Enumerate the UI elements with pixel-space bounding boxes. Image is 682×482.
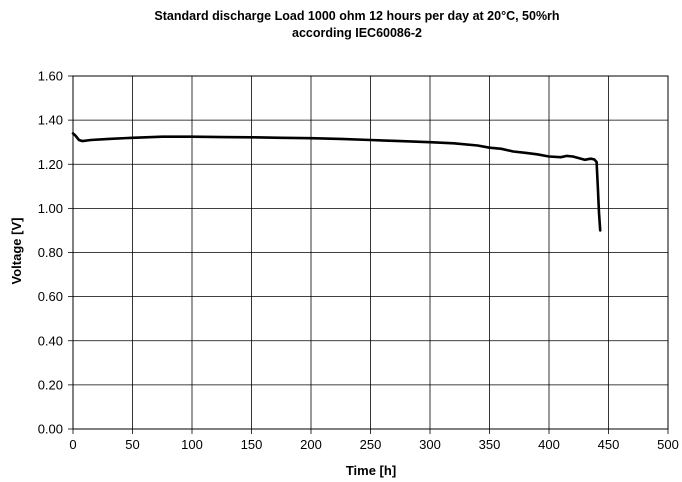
y-tick-label: 1.20 bbox=[38, 157, 63, 172]
y-tick-label: 0.20 bbox=[38, 377, 63, 392]
chart-title-line-1: Standard discharge Load 1000 ohm 12 hour… bbox=[154, 9, 559, 23]
y-tick-label: 1.60 bbox=[38, 69, 63, 84]
chart-title-line-2: according IEC60086-2 bbox=[292, 26, 422, 40]
x-tick-label: 200 bbox=[300, 437, 322, 452]
y-tick-label: 0.40 bbox=[38, 333, 63, 348]
y-tick-label: 0.00 bbox=[38, 422, 63, 437]
x-tick-label: 350 bbox=[479, 437, 501, 452]
y-tick-label: 1.40 bbox=[38, 113, 63, 128]
x-tick-label: 50 bbox=[125, 437, 139, 452]
y-tick-label: 0.80 bbox=[38, 245, 63, 260]
y-axis-label: Voltage [V] bbox=[9, 218, 24, 285]
x-tick-label: 300 bbox=[419, 437, 441, 452]
y-tick-label: 0.60 bbox=[38, 289, 63, 304]
series-layer bbox=[71, 132, 602, 232]
x-tick-label: 150 bbox=[241, 437, 263, 452]
x-axis-label: Time [h] bbox=[346, 463, 396, 478]
grid-lines bbox=[72, 75, 669, 430]
x-tick-label: 0 bbox=[69, 437, 76, 452]
x-axis-ticks: 0 50 100 150 200 250 300 350 400 450 500 bbox=[69, 429, 679, 452]
y-axis-ticks: 0.00 0.20 0.40 0.60 0.80 1.00 1.20 1.40 1.60 bbox=[38, 69, 73, 437]
y-tick-label: 1.00 bbox=[38, 201, 63, 216]
x-tick-label: 400 bbox=[538, 437, 560, 452]
x-tick-label: 500 bbox=[657, 437, 679, 452]
voltage-series-line bbox=[71, 132, 602, 232]
x-tick-label: 250 bbox=[360, 437, 382, 452]
x-tick-label: 100 bbox=[181, 437, 203, 452]
x-tick-label: 450 bbox=[598, 437, 620, 452]
